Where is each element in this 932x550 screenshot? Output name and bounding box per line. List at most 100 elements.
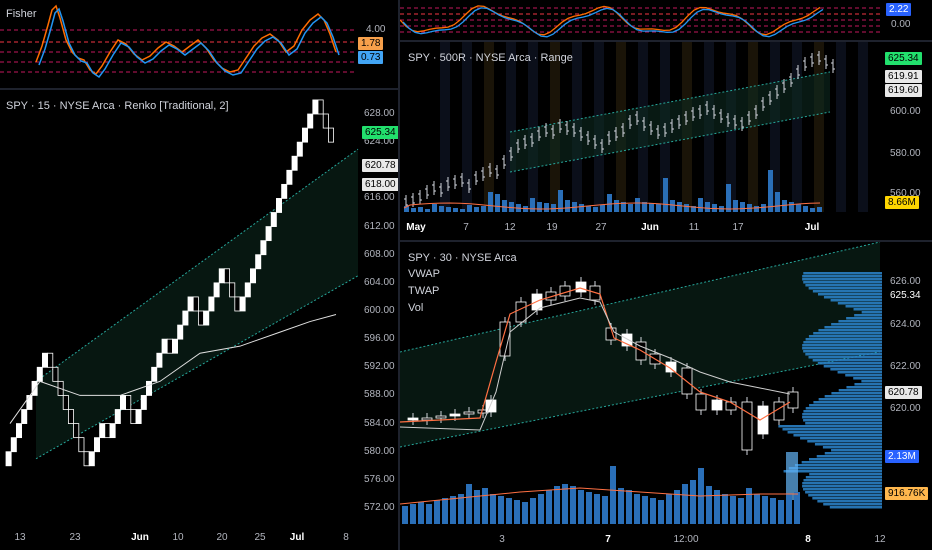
intra-volume-bar [642,496,648,524]
renko-brick [125,395,132,410]
intra-volume-bar [730,496,736,524]
intra-volume-profile-row [802,485,882,488]
intra-volume-profile-row [813,332,882,335]
intra-twap-line [400,297,791,431]
renko-brick [229,282,236,298]
range-volume-bar [803,206,808,212]
renko-x-tick: 10 [172,532,184,543]
intra-volume-bar [634,494,640,524]
range-volume-bar [404,206,409,212]
range-chart-pane[interactable]: SPY · 500R · NYSE Arca · Range 625.34 61… [400,42,932,240]
fisher-plot [0,4,355,79]
legend-vwap[interactable]: VWAP [408,268,440,280]
renko-price-tick: 612.00 [364,220,395,232]
range-volume-bar [663,178,668,212]
legend-vol[interactable]: Vol [408,302,424,314]
intra-volume-profile-row [803,410,882,413]
fisher-line-a [35,4,337,76]
renko-brick [52,366,59,382]
intra-volume-bar [426,504,432,524]
osc-value-a: 2.22 [886,3,912,16]
renko-price-c: 618.00 [362,178,398,191]
renko-brick [270,212,277,227]
range-volume-bar [460,209,465,212]
range-volume-bar [782,200,787,212]
renko-brick [5,451,12,467]
intra-volume-profile-row [802,482,882,485]
range-volume-bar [621,202,626,212]
intra-volume-profile-row [814,443,882,446]
intra-volume-bar [482,488,488,524]
fisher-pane[interactable]: Fisher 4.00 1.78 0.73 [0,0,398,88]
intra-candle [665,361,677,373]
renko-brick [161,338,168,354]
renko-brick [327,127,334,143]
renko-price-tick: 588.00 [364,389,395,401]
renko-brick [182,310,189,326]
intra-volume-profile-row [802,347,882,350]
range-volume-bar [733,200,738,212]
renko-chart-pane[interactable]: SPY · 15 · NYSE Arca · Renko [Traditiona… [0,90,398,550]
renko-brick [166,338,173,354]
intra-candle [463,411,475,415]
intra-volume-bar [618,488,624,524]
fisher-value-a: 1.78 [358,37,384,50]
intra-volume-profile-row [817,293,882,296]
intra-volume-bar [610,466,616,524]
renko-brick [47,352,54,368]
intra-volume-profile-row [782,428,882,431]
intra-volume-profile-row [803,350,882,353]
renko-price-tick: 580.00 [364,445,395,457]
renko-brick [317,99,324,115]
intra-volume-bar [754,494,760,524]
intra-volume-bar [586,492,592,524]
range-session-shade [528,42,538,212]
intra-volume-profile-row [816,455,882,458]
legend-twap[interactable]: TWAP [408,285,440,297]
intra-volume-bar [602,496,608,524]
range-volume-bar [446,207,451,212]
intra-volume-profile-row [823,503,882,506]
intra-vol-b: 916.76K [885,487,929,500]
intraday-chart-pane[interactable]: SPY · 30 · NYSE Arca VWAP TWAP Vol 626.0… [400,242,932,550]
intra-volume-bar [546,490,552,524]
intra-volume-profile-row [803,419,882,422]
renko-brick [265,226,272,242]
renko-price-tick: 616.00 [364,192,395,204]
renko-brick [83,451,90,467]
intra-volume-profile-row [801,461,882,464]
renko-price-tick: 592.00 [364,361,395,373]
intra-volume-bar [466,484,472,524]
range-volume-bar [740,202,745,212]
renko-x-tick: 13 [14,532,26,543]
intra-volume-profile-row [853,308,882,311]
intra-volume-bar [746,488,752,524]
range-session-shade [836,42,846,212]
intra-volume-profile-row [812,290,882,293]
intra-volume-bar [594,494,600,524]
intra-volume-profile-row [823,296,882,299]
renko-x-tick: 23 [69,532,81,543]
intra-candle [515,301,527,323]
intra-volume-bar [418,502,424,524]
intra-volume-profile-row [808,356,882,359]
intra-volume-profile-row [808,494,882,497]
renko-brick [197,310,204,326]
intra-volume-profile-row [845,305,882,308]
renko-brick [36,366,43,382]
range-x-tick: 17 [732,222,744,233]
fisher-title: Fisher [6,8,37,20]
range-volume-bar [544,203,549,212]
intra-volume-profile-row [813,401,882,404]
intra-volume-bar [770,498,776,524]
intra-volume-profile-row [802,275,882,278]
intra-x-tick: 12 [874,534,886,545]
intra-volume-profile-row [803,488,882,491]
intra-profile-highlight [786,452,798,500]
intra-volume-bar [722,494,728,524]
renko-brick [281,183,288,199]
oscillator-pane[interactable]: 2.22 0.00 [400,0,932,40]
range-volume-bar [628,204,633,212]
renko-price-tick: 608.00 [364,248,395,260]
range-channel-fill [510,72,830,172]
